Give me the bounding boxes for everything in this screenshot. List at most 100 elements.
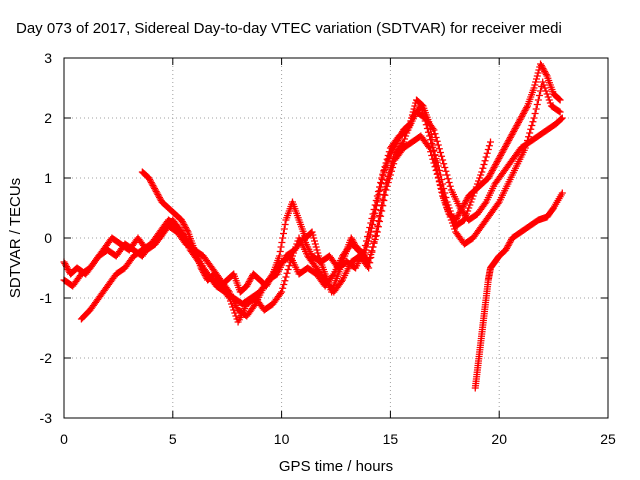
data-point [521, 144, 529, 152]
data-point [458, 204, 466, 212]
data-points [60, 60, 566, 392]
data-point [266, 276, 274, 284]
data-point [506, 135, 514, 143]
data-point [430, 126, 438, 134]
data-point [505, 240, 513, 248]
data-point [461, 198, 469, 206]
data-point [349, 237, 357, 245]
data-point [504, 242, 512, 249]
data-point [528, 122, 536, 129]
x-tick-label: 0 [60, 431, 68, 447]
y-tick-label: -1 [40, 290, 53, 306]
data-point [64, 266, 72, 273]
data-point [376, 212, 384, 219]
data-point [430, 146, 438, 154]
data-point [230, 306, 238, 314]
data-point [244, 281, 252, 288]
data-point [437, 185, 445, 192]
data-point [531, 110, 539, 117]
data-point [526, 129, 534, 137]
data-point [266, 275, 274, 282]
data-point [434, 170, 442, 177]
data-point [292, 243, 300, 251]
data-point [268, 272, 276, 279]
data-point [418, 101, 426, 109]
data-point [478, 168, 486, 176]
data-point [532, 78, 540, 86]
data-point [267, 273, 275, 281]
data-point [178, 216, 186, 224]
y-tick-label: 3 [44, 50, 52, 66]
data-point [462, 197, 470, 204]
data-point [278, 239, 286, 246]
data-point [480, 161, 488, 168]
x-axis-label: GPS time / hours [279, 458, 393, 475]
data-point [499, 147, 507, 155]
data-point [432, 134, 440, 141]
data-point [555, 95, 563, 103]
data-point [444, 175, 452, 183]
data-point [515, 117, 523, 125]
data-point [543, 90, 551, 98]
data-point [509, 129, 517, 137]
data-point [391, 141, 399, 149]
data-point [182, 225, 190, 233]
data-point [146, 176, 154, 183]
data-point [426, 144, 434, 152]
data-point [148, 180, 156, 188]
data-point [250, 302, 258, 309]
data-point [280, 281, 288, 288]
data-point [557, 116, 565, 123]
data-point [200, 269, 208, 276]
data-point [483, 149, 491, 157]
data-point [396, 132, 404, 140]
data-point [361, 249, 369, 257]
data-point [243, 282, 251, 290]
data-point [398, 140, 406, 147]
data-point [481, 157, 489, 165]
data-point [214, 278, 222, 285]
data-point [277, 290, 285, 297]
data-point [545, 96, 553, 104]
data-point [442, 167, 450, 175]
data-point [504, 138, 512, 146]
data-point [390, 154, 398, 162]
data-point [377, 212, 385, 220]
data-point [497, 152, 505, 159]
data-point [370, 238, 378, 246]
data-point [541, 68, 549, 75]
data-point [558, 114, 566, 122]
data-point [540, 66, 548, 74]
data-point [388, 147, 396, 155]
data-point [311, 237, 319, 245]
data-point [521, 107, 529, 114]
data-point [537, 60, 545, 68]
data-point [519, 110, 527, 117]
grid-lines [64, 58, 608, 418]
data-point [232, 312, 240, 320]
data-point [150, 183, 158, 191]
data-point [378, 201, 386, 209]
data-point [386, 150, 394, 158]
data-point [314, 249, 322, 257]
data-point [379, 172, 387, 180]
data-point [494, 156, 502, 164]
data-point [531, 81, 539, 89]
data-point [373, 198, 381, 206]
data-point [368, 221, 376, 228]
x-tick-label: 20 [491, 431, 507, 447]
data-point [213, 276, 221, 284]
data-point [373, 222, 381, 230]
y-axis-label: SDTVAR / TECUs [7, 178, 24, 298]
data-point [456, 209, 464, 216]
data-point [350, 239, 358, 246]
chart-title: Day 073 of 2017, Sidereal Day-to-day VTE… [16, 20, 562, 37]
data-point [312, 243, 320, 251]
data-point [384, 173, 392, 180]
data-point [368, 224, 376, 232]
data-point [522, 105, 530, 113]
data-point [199, 267, 207, 275]
data-point [530, 84, 538, 92]
data-point [516, 116, 524, 123]
